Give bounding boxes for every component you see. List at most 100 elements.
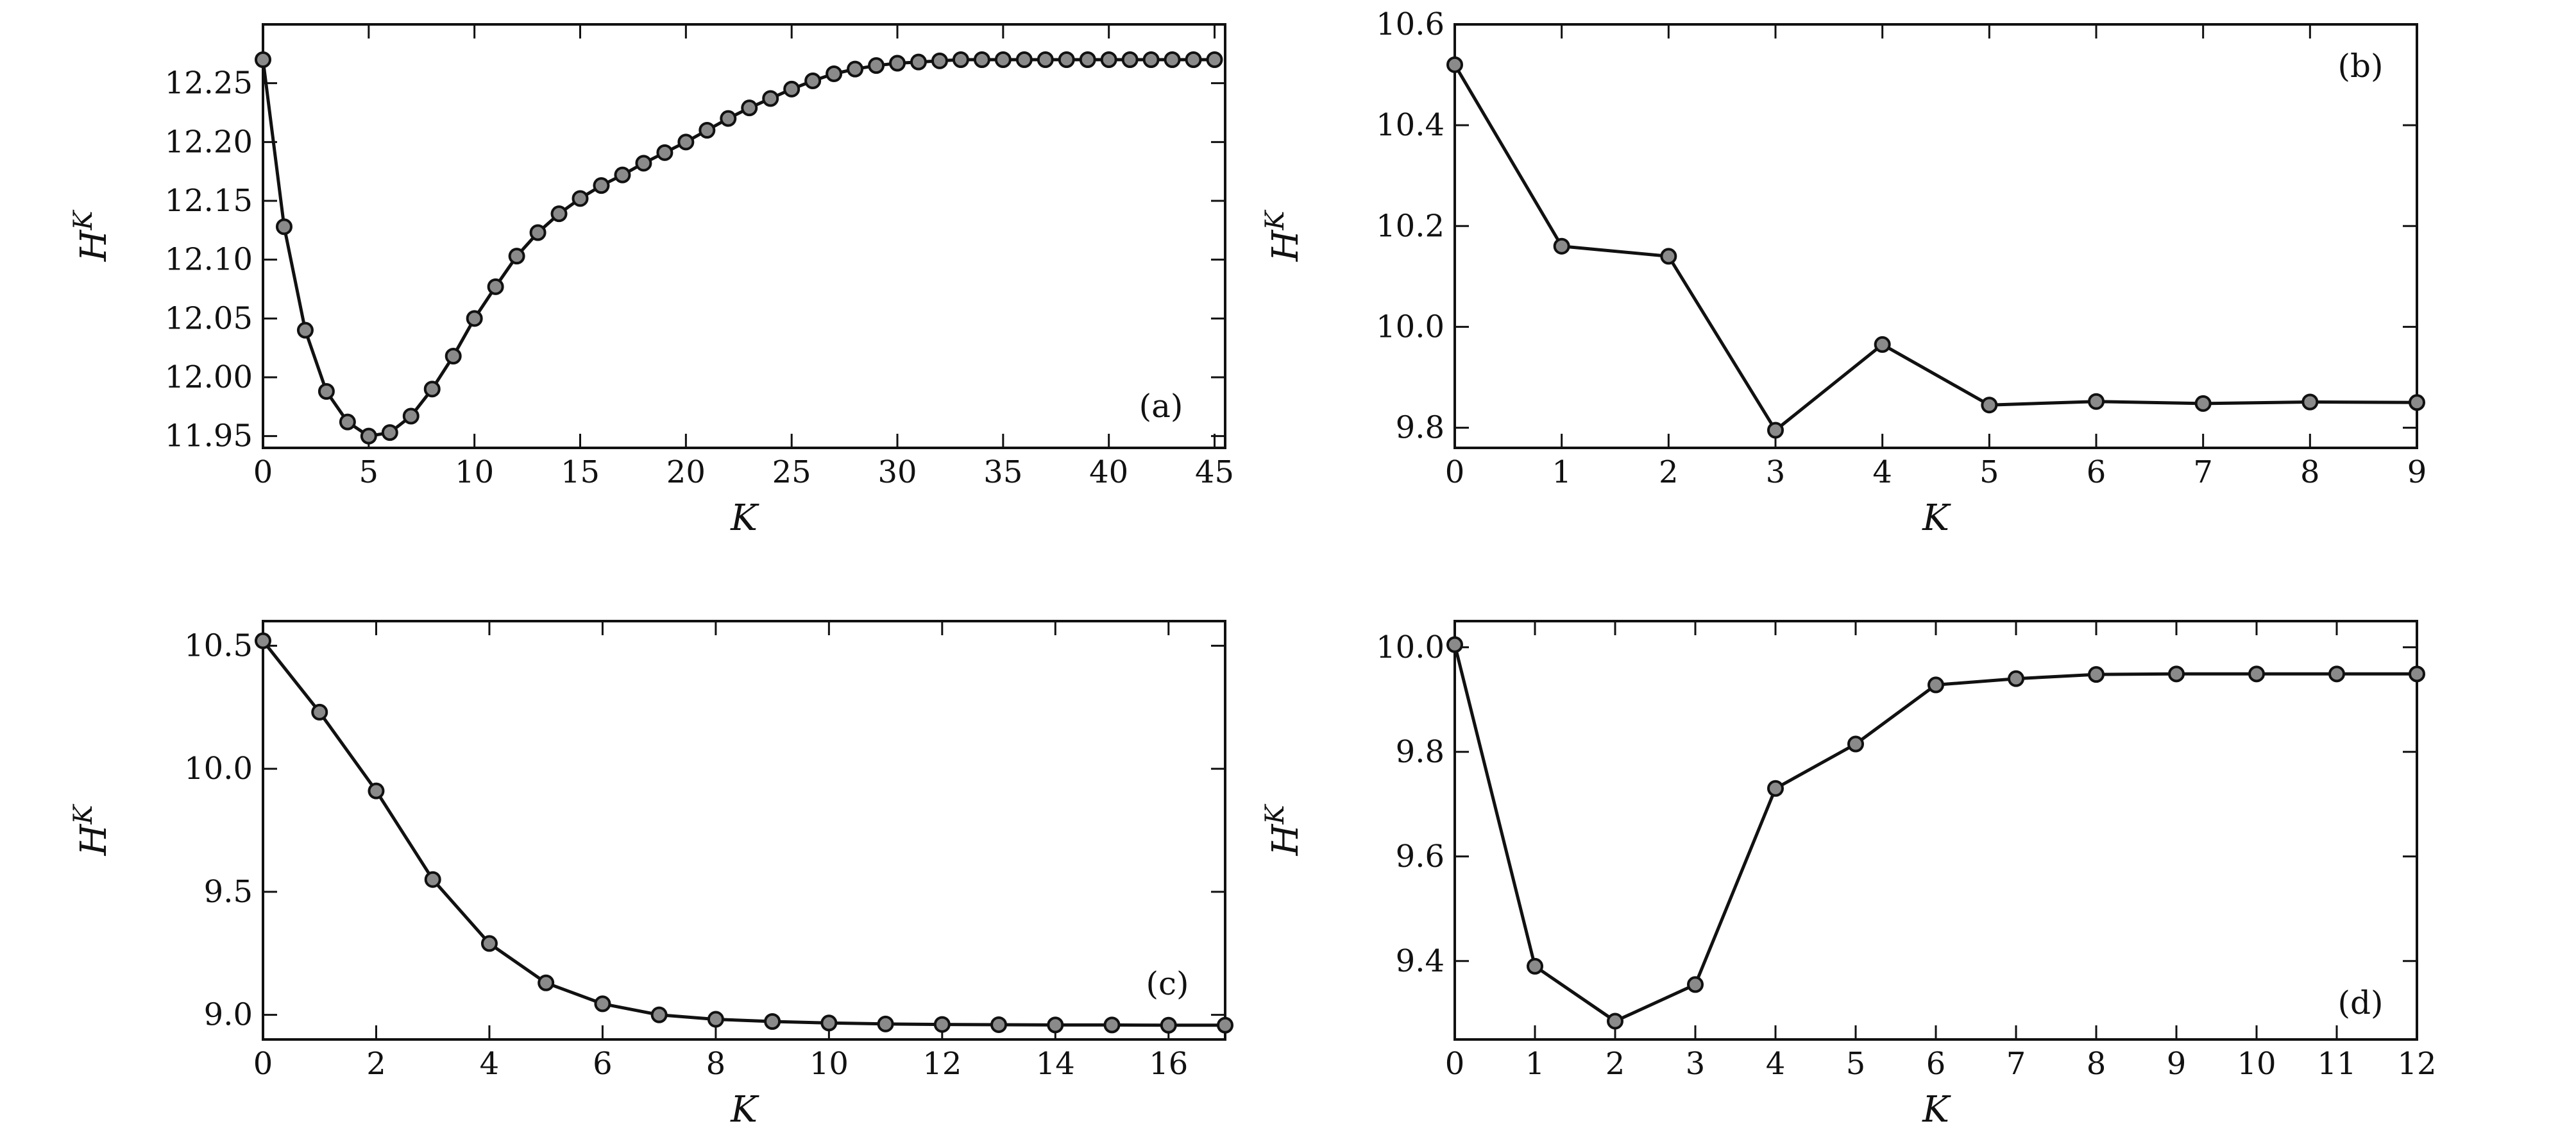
data-point xyxy=(1687,976,1704,993)
series-line xyxy=(261,58,1215,438)
x-tick-label: 8 xyxy=(706,1046,726,1082)
x-tick-label: 4 xyxy=(1766,1046,1786,1082)
x-axis-label: K xyxy=(730,1089,759,1131)
x-tick-label: 9 xyxy=(2407,454,2427,490)
x-tick-label: 12 xyxy=(2397,1046,2436,1082)
data-point xyxy=(368,782,385,799)
plot-frame xyxy=(262,620,1226,1041)
data-point xyxy=(529,224,547,241)
panel-label: (a) xyxy=(1139,388,1183,425)
y-tick-label: 9.5 xyxy=(204,874,253,910)
data-point xyxy=(255,51,271,68)
data-point xyxy=(508,248,525,265)
data-point xyxy=(2168,665,2185,683)
data-point xyxy=(480,935,498,952)
y-axis-label: HK xyxy=(1260,210,1307,262)
data-point xyxy=(1847,735,1864,753)
x-tick-label: 0 xyxy=(1445,1046,1465,1082)
data-point xyxy=(1015,51,1033,68)
data-point xyxy=(1446,636,1463,653)
y-tick-label: 12.10 xyxy=(165,242,253,278)
data-point xyxy=(720,110,737,127)
x-tick-label: 7 xyxy=(2193,454,2213,490)
y-axis-label-superscript: K xyxy=(69,210,98,231)
x-tick-label: 2 xyxy=(1659,454,1679,490)
y-axis-label-superscript: K xyxy=(69,804,98,825)
y-tick-label: 9.6 xyxy=(1396,839,1445,875)
x-tick-label: 5 xyxy=(1979,454,1999,490)
data-point xyxy=(877,1015,894,1032)
data-point xyxy=(2301,393,2319,411)
data-point xyxy=(402,407,419,425)
x-tick-label: 1 xyxy=(1552,454,1572,490)
x-tick-label: 1 xyxy=(1525,1046,1545,1082)
data-point xyxy=(741,99,758,117)
data-point xyxy=(952,51,969,68)
x-tick-label: 20 xyxy=(666,454,706,490)
plot-frame xyxy=(1453,23,2418,449)
y-axis-label: HK xyxy=(69,210,115,262)
y-axis-label-superscript: K xyxy=(1260,804,1290,825)
data-point xyxy=(2008,670,2024,687)
y-tick-label: 11.95 xyxy=(165,418,253,454)
data-point xyxy=(1037,51,1054,68)
data-point xyxy=(1185,51,1202,68)
x-tick-label: 0 xyxy=(1445,454,1465,490)
data-point xyxy=(1607,1013,1623,1030)
data-point xyxy=(635,155,652,172)
x-tick-label: 40 xyxy=(1089,454,1128,490)
y-tick-label: 10.0 xyxy=(184,751,253,787)
plot-frame xyxy=(262,23,1226,449)
y-axis-label-base: H xyxy=(1265,229,1307,262)
data-point xyxy=(650,1006,668,1023)
y-tick-label: 9.0 xyxy=(204,997,253,1033)
x-tick-label: 7 xyxy=(2006,1046,2026,1082)
y-axis-label-superscript: K xyxy=(1260,210,1290,231)
data-point xyxy=(1874,336,1891,353)
data-point xyxy=(1100,51,1117,68)
y-tick-label: 10.0 xyxy=(1376,629,1445,665)
data-point xyxy=(1079,51,1096,68)
x-tick-label: 4 xyxy=(1872,454,1892,490)
data-point xyxy=(994,51,1012,68)
y-tick-label: 9.8 xyxy=(1396,410,1445,446)
data-point xyxy=(1142,51,1160,68)
panel-0: 0 5 10 15 20 25 30 35 40 45 11.95 12.00 12.05 12.10 12… xyxy=(69,23,1234,539)
x-tick-label: 5 xyxy=(359,454,379,490)
y-tick-label: 12.25 xyxy=(165,65,253,101)
data-point xyxy=(1928,676,1944,694)
x-axis-label: K xyxy=(1922,1089,1951,1131)
y-tick-label: 10.5 xyxy=(184,628,253,663)
data-point xyxy=(2088,393,2105,410)
data-point xyxy=(466,310,483,327)
y-tick-label: 10.4 xyxy=(1376,107,1445,143)
x-tick-label: 6 xyxy=(593,1046,613,1082)
data-point xyxy=(1206,51,1223,68)
x-tick-label: 3 xyxy=(1766,454,1786,490)
x-tick-label: 10 xyxy=(809,1046,849,1082)
data-point xyxy=(1058,51,1075,68)
x-tick-label: 25 xyxy=(772,454,811,490)
x-tick-label: 6 xyxy=(2087,454,2106,490)
data-point xyxy=(707,1011,724,1028)
data-point xyxy=(445,348,462,364)
data-point xyxy=(2088,666,2105,683)
data-point xyxy=(910,53,927,71)
data-point xyxy=(990,1016,1008,1033)
data-point xyxy=(973,51,990,68)
x-tick-label: 14 xyxy=(1036,1046,1075,1082)
x-tick-label: 8 xyxy=(2087,1046,2106,1082)
data-point xyxy=(699,122,716,139)
data-point xyxy=(381,424,398,441)
data-point xyxy=(820,1014,838,1032)
data-point xyxy=(2248,665,2265,683)
data-point xyxy=(594,995,611,1013)
x-tick-label: 30 xyxy=(877,454,917,490)
data-point xyxy=(804,73,822,89)
y-axis-label: HK xyxy=(69,804,115,857)
data-point xyxy=(783,80,801,98)
data-point xyxy=(1981,397,1998,414)
x-tick-label: 10 xyxy=(455,454,494,490)
